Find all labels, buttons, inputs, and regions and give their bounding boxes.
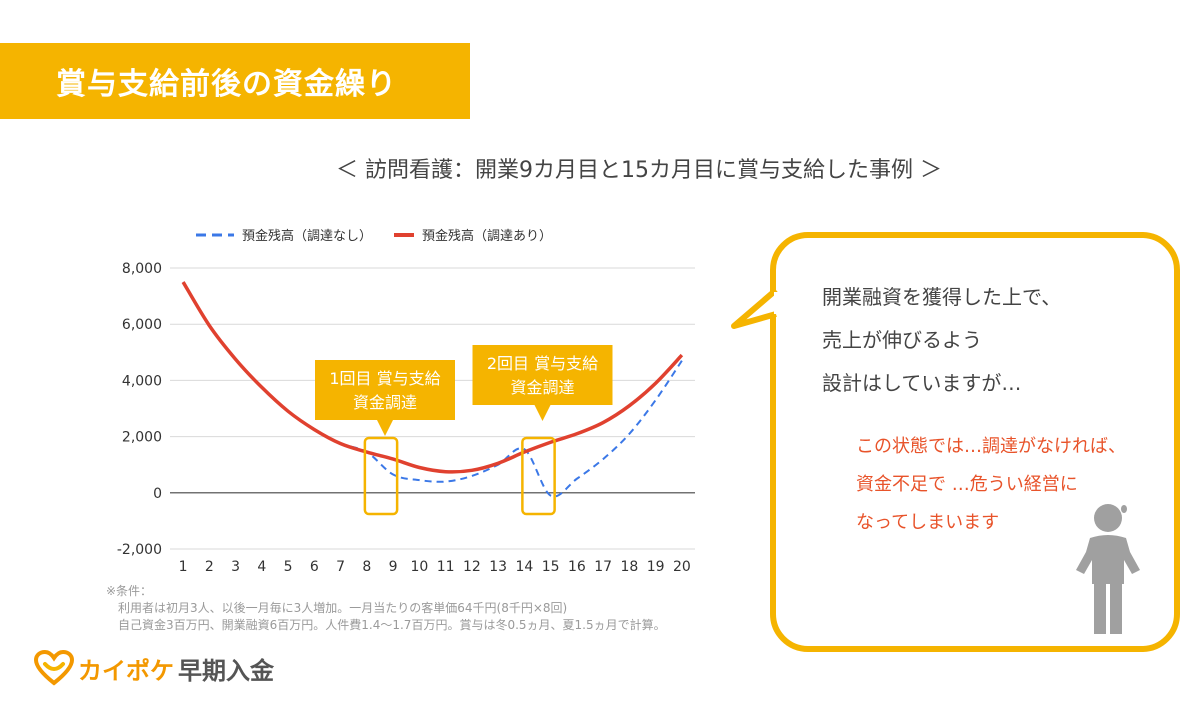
heart-logo-icon — [34, 650, 74, 686]
annotation-pointer — [377, 420, 393, 436]
x-tick-label: 2 — [205, 559, 214, 575]
x-tick-label: 16 — [568, 559, 586, 575]
chart-subtitle: ＜ 訪問看護：開業9カ月目と15カ月目に賞与支給した事例 ＞ — [336, 158, 942, 183]
x-tick-label: 1 — [179, 559, 188, 575]
callout-line-1: 開業融資を獲得した上で、 — [822, 285, 1062, 309]
series-line-with-funding — [181, 281, 684, 474]
y-tick-label: 0 — [153, 486, 162, 502]
callout-line-2: 売上が伸びるよう — [822, 328, 982, 352]
x-tick-label: 9 — [389, 559, 398, 575]
note-line-2: 自己資金3百万円、開業融資6百万円。人件費1.4〜1.7百万円。賞与は冬0.5ヵ… — [118, 618, 666, 632]
x-tick-label: 10 — [410, 559, 428, 575]
warning-line-2: 資金不足で …危うい経営に — [856, 474, 1078, 495]
x-tick-label: 17 — [594, 559, 612, 575]
x-tick-label: 14 — [515, 559, 533, 575]
conditions-note: ※条件： 利用者は初月3人、以後一月毎に3人増加。一月当たりの客単価64千円(8… — [106, 583, 666, 634]
y-tick-label: 2,000 — [122, 430, 162, 446]
annotation-label-text: 資金調達 — [510, 378, 574, 397]
worried-person-icon — [1076, 504, 1140, 634]
x-tick-label: 4 — [257, 559, 266, 575]
logo-brand-text: カイポケ — [78, 656, 174, 685]
x-tick-label: 8 — [362, 559, 371, 575]
warning-text: この状態では…調達がなければ、 資金不足で …危うい経営に なってしまいます — [856, 428, 1126, 542]
brand-logo: カイポケ 早期入金 — [34, 650, 274, 686]
y-tick-label: 6,000 — [122, 317, 162, 333]
logo-product-text: 早期入金 — [178, 656, 274, 685]
x-tick-label: 20 — [673, 559, 691, 575]
x-tick-label: 12 — [463, 559, 481, 575]
x-tick-label: 6 — [310, 559, 319, 575]
annotation-label-text: 資金調達 — [353, 393, 417, 412]
legend-swatch-dashed — [196, 233, 234, 236]
legend-item-no-funding: 預金残高（調達なし） — [196, 225, 372, 244]
warning-line-1: この状態では…調達がなければ、 — [856, 436, 1126, 457]
x-tick-label: 15 — [542, 559, 560, 575]
callout-text: 開業融資を獲得した上で、 売上が伸びるよう 設計はしていますが… — [822, 276, 1061, 405]
annotation-highlight-box — [363, 436, 399, 516]
legend-label-no-funding: 預金残高（調達なし） — [242, 229, 373, 244]
annotation-pointer — [534, 405, 551, 421]
legend-swatch-solid — [394, 232, 415, 237]
warning-line-3: なってしまいます — [856, 512, 1000, 533]
annotation-label-text: 2回目 賞与支給 — [487, 354, 598, 373]
y-tick-label: 8,000 — [122, 261, 162, 277]
note-heading: ※条件： — [106, 584, 153, 598]
x-tick-label: 13 — [489, 559, 507, 575]
speech-bubble: 開業融資を獲得した上で、 売上が伸びるよう 設計はしていますが… この状態では…… — [770, 232, 1180, 652]
annotation-label-text: 1回目 賞与支給 — [329, 369, 440, 388]
chart-legend: 預金残高（調達なし） 預金残高（調達あり） — [196, 225, 552, 244]
annotation-label-box — [472, 345, 613, 405]
page-title: 賞与支給前後の資金繰り — [56, 67, 397, 102]
annotation-highlight-box — [521, 436, 556, 516]
legend-item-with-funding: 預金残高（調達あり） — [394, 225, 552, 244]
x-tick-label: 11 — [437, 559, 455, 575]
x-tick-label: 19 — [647, 559, 665, 575]
title-band: 賞与支給前後の資金繰り — [0, 43, 470, 119]
y-tick-label: -2,000 — [117, 542, 162, 558]
callout-line-3: 設計はしていますが… — [822, 371, 1022, 395]
annotation-label-box — [315, 360, 455, 420]
x-tick-label: 3 — [231, 559, 240, 575]
x-tick-label: 5 — [284, 559, 293, 575]
x-tick-label: 7 — [336, 559, 345, 575]
y-tick-label: 4,000 — [122, 373, 162, 389]
legend-label-with-funding: 預金残高（調達あり） — [422, 229, 553, 244]
note-line-1: 利用者は初月3人、以後一月毎に3人増加。一月当たりの客単価64千円(8千円×8回… — [118, 601, 568, 615]
speech-bubble-tail — [731, 287, 780, 329]
x-tick-label: 18 — [620, 559, 638, 575]
